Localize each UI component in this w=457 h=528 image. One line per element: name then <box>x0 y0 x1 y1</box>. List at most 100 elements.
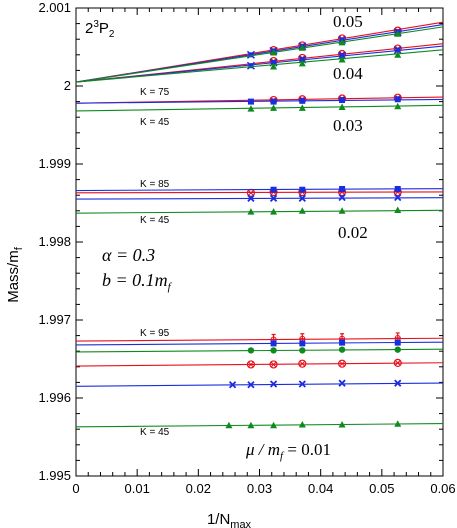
data-point-circle-open-x <box>269 360 278 369</box>
fit-line <box>75 45 444 83</box>
data-point-triangle <box>298 207 306 214</box>
data-point-x <box>269 194 278 202</box>
marker-square <box>247 98 254 105</box>
marker-triangle <box>247 421 255 429</box>
fit-line <box>75 191 444 194</box>
data-point-triangle <box>338 55 346 63</box>
data-point-square <box>339 185 346 192</box>
marker-triangle <box>225 421 233 429</box>
k-annotation-bottom: K = 45 <box>140 427 170 438</box>
data-point-triangle <box>338 103 346 111</box>
label-layer: 0.05 0.04 0.03 K = 75 K = 45 0.02 K = 85 K = 45… <box>140 12 368 462</box>
marker-triangle <box>270 208 278 215</box>
fit-line <box>75 337 444 342</box>
data-point-triangle <box>298 44 306 51</box>
data-point-x <box>394 379 402 387</box>
data-point-triangle <box>247 105 255 112</box>
y-tick-label: 1.998 <box>38 234 71 249</box>
marker-square <box>394 339 401 346</box>
marker-x <box>338 51 347 60</box>
marker-triangle <box>298 59 306 67</box>
plot-area: 0 0.01 0.02 0.03 0.04 0.05 0.06 1.995 1.996 1.997… <box>38 0 455 496</box>
fit-line <box>75 104 444 112</box>
marker-triangle <box>338 421 346 428</box>
marker-square <box>270 186 277 193</box>
fit-line <box>75 362 444 367</box>
marker-triangle <box>338 38 346 46</box>
fit-line <box>75 26 444 83</box>
marker-x <box>269 380 278 388</box>
marker-circle <box>247 347 255 354</box>
marker-x <box>393 46 402 55</box>
marker-x <box>248 190 254 196</box>
data-point-triangle <box>270 421 278 429</box>
marker-plus-error <box>270 333 277 346</box>
x-axis-label: 1/Nmax <box>207 511 252 528</box>
marker-circle <box>270 347 277 354</box>
marker-triangle <box>394 30 402 37</box>
marker-circle <box>394 346 401 353</box>
data-point-x-square <box>246 50 255 59</box>
x-tick-label: 0.04 <box>308 481 333 496</box>
marker-x <box>394 379 402 387</box>
y-tick-label: 1.997 <box>38 312 71 327</box>
group-label-mu-0.05: 0.05 <box>333 12 363 31</box>
data-point-square <box>299 186 306 193</box>
state-label: 23P2 <box>85 19 115 40</box>
data-point-triangle <box>298 104 306 111</box>
marker-triangle <box>298 421 306 428</box>
data-point-x <box>298 194 306 202</box>
x-tick-label: 0.03 <box>247 481 272 496</box>
data-point-x <box>298 380 306 388</box>
marker-triangle <box>298 207 306 214</box>
marker-circle-open <box>337 359 347 368</box>
marker-triangle <box>394 51 402 58</box>
fit-line <box>75 382 444 387</box>
y-tick-label: 1.999 <box>38 156 71 171</box>
marker-triangle <box>270 63 278 70</box>
k-annotation-bottom: K = 45 <box>140 215 170 226</box>
fit-line <box>75 209 444 214</box>
fit-line <box>75 341 444 346</box>
marker-triangle <box>298 104 306 111</box>
data-point-square <box>247 98 254 105</box>
marker-square <box>339 185 346 192</box>
marker-plus-error <box>394 332 401 344</box>
data-point-triangle <box>247 208 255 215</box>
marker-triangle <box>394 206 402 214</box>
data-point-triangle <box>394 51 402 58</box>
series-group <box>75 43 444 83</box>
y-axis-label: Mass/mf <box>5 246 25 303</box>
plot-frame <box>75 7 444 477</box>
marker-x <box>270 361 277 368</box>
group-label-mu-0.01: μ / mf = 0.01 <box>245 440 331 462</box>
group-label-mu-0.04: 0.04 <box>333 64 363 83</box>
marker-triangle <box>394 102 402 110</box>
x-tick-label: 0.02 <box>186 481 211 496</box>
data-point-square <box>299 340 306 347</box>
marker-triangle <box>270 104 278 111</box>
marker-square <box>339 339 346 346</box>
b-parameter: b = 0.1mf <box>102 270 173 293</box>
marker-x <box>339 360 345 367</box>
marker-x <box>248 361 254 368</box>
data-point-triangle <box>338 421 346 428</box>
data-point-triangle <box>270 48 278 56</box>
marker-square <box>394 185 401 192</box>
data-point-circle-open-x <box>246 360 256 369</box>
data-point-triangle <box>338 207 346 214</box>
marker-triangle <box>247 105 255 112</box>
marker-square <box>299 340 306 347</box>
marker-triangle <box>270 48 278 56</box>
data-point-square <box>394 96 401 103</box>
data-point-triangle <box>270 63 278 70</box>
x-tick-label: 0.05 <box>369 481 394 496</box>
data-point-x <box>247 194 255 202</box>
data-point-triangle <box>394 102 402 110</box>
fit-line <box>75 49 444 83</box>
data-point-circle-open-x <box>393 358 402 367</box>
k-annotation-bottom: K = 45 <box>140 117 170 128</box>
data-point-triangle <box>394 420 402 427</box>
marker-circle-open <box>298 359 307 368</box>
